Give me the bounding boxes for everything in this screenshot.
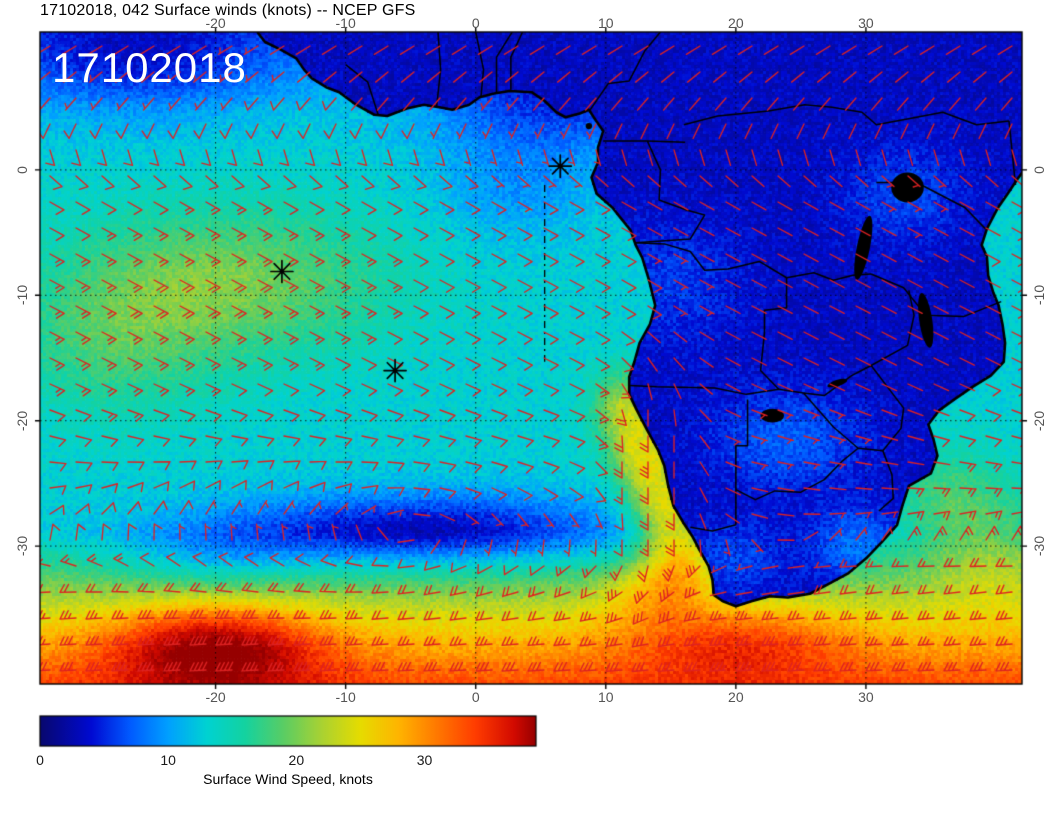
colorbar-caption: Surface Wind Speed, knots xyxy=(203,771,373,787)
date-stamp: 17102018 xyxy=(52,44,247,91)
